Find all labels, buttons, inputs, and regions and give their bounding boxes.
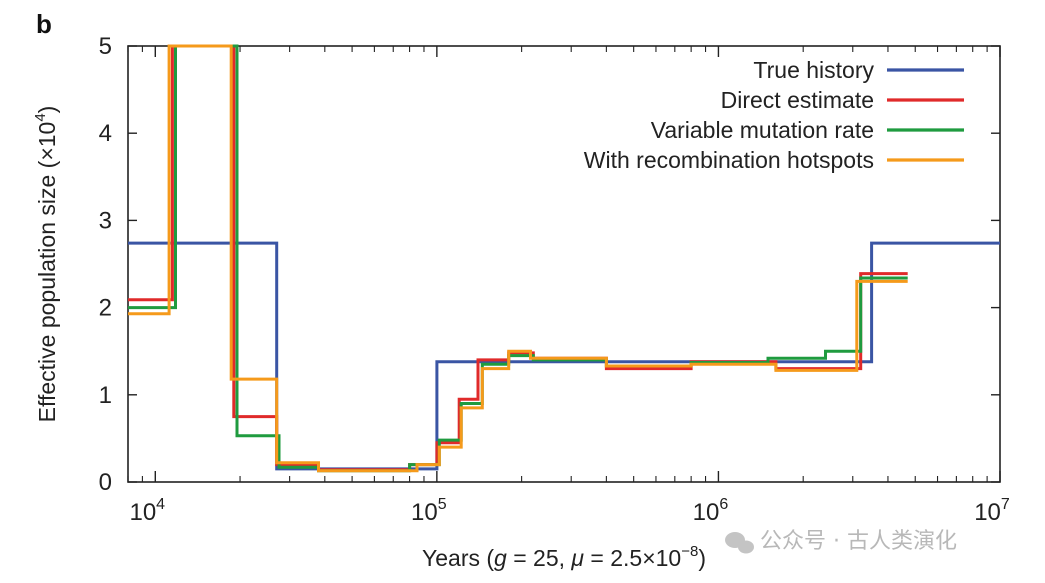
legend-label: With recombination hotspots	[584, 147, 874, 173]
series-line-with-recombination-hotspots	[128, 44, 908, 473]
x-axis-title: Years (g = 25, μ = 2.5×10−8)	[422, 543, 706, 571]
watermark: 公众号 · 古人类演化	[725, 529, 957, 554]
x-tick-label: 107	[974, 496, 1010, 526]
wechat-icon	[725, 532, 754, 554]
legend-label: Variable mutation rate	[651, 117, 874, 143]
x-tick-label: 106	[693, 496, 729, 526]
legend-label: Direct estimate	[721, 87, 874, 113]
x-tick-label: 104	[129, 496, 165, 526]
x-axis: 104 105 106 107	[127, 46, 1010, 526]
y-axis-title: Effective population size (×104)	[32, 106, 60, 423]
y-tick-label: 4	[99, 120, 112, 147]
y-tick-label: 5	[99, 33, 112, 60]
legend-label: True history	[753, 57, 874, 83]
y-tick-label: 2	[99, 295, 112, 322]
series-line-true-history	[128, 241, 1000, 471]
legend: True history Direct estimate Variable muta…	[584, 57, 964, 173]
series-lines	[128, 44, 1000, 473]
y-tick-label: 3	[99, 207, 112, 234]
y-axis: 0 1 2 3 4 5	[99, 33, 1000, 496]
watermark-text: 公众号 · 古人类演化	[760, 529, 957, 554]
panel-label: b	[36, 9, 52, 39]
plot-frame	[127, 45, 1001, 483]
y-tick-label: 0	[99, 469, 112, 496]
x-tick-label: 105	[411, 496, 447, 526]
y-tick-label: 1	[99, 382, 112, 409]
